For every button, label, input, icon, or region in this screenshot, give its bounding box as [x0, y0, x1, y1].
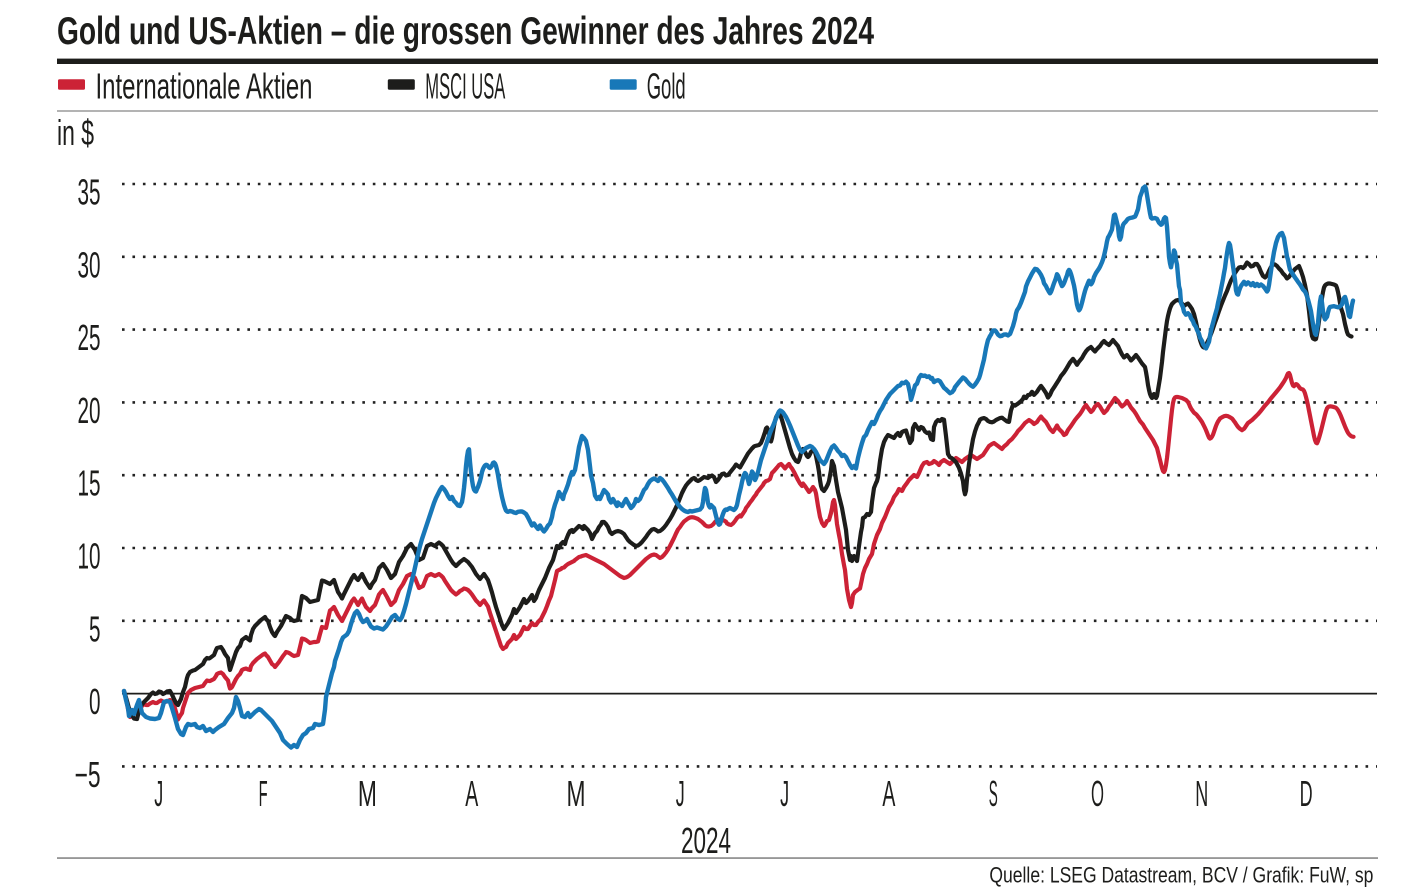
- svg-text:O: O: [1091, 773, 1104, 814]
- svg-text:D: D: [1300, 773, 1313, 814]
- svg-text:N: N: [1195, 773, 1208, 814]
- svg-text:in $: in $: [57, 112, 94, 153]
- svg-text:Gold: Gold: [647, 66, 686, 107]
- svg-text:30: 30: [78, 244, 101, 285]
- svg-text:10: 10: [78, 536, 101, 577]
- svg-text:Internationale Aktien: Internationale Aktien: [96, 66, 313, 107]
- svg-text:M: M: [358, 773, 377, 814]
- svg-text:J: J: [780, 773, 789, 814]
- svg-text:S: S: [989, 773, 998, 814]
- svg-text:2024: 2024: [681, 820, 731, 861]
- svg-text:F: F: [259, 773, 268, 814]
- svg-text:35: 35: [78, 172, 101, 213]
- svg-text:Quelle: LSEG Datastream, BCV /: Quelle: LSEG Datastream, BCV / Grafik: F…: [989, 863, 1373, 888]
- svg-text:0: 0: [89, 681, 101, 722]
- svg-text:MSCI USA: MSCI USA: [425, 66, 505, 107]
- svg-text:J: J: [676, 773, 685, 814]
- svg-text:M: M: [567, 773, 586, 814]
- svg-text:Gold und US-Aktien – die gross: Gold und US-Aktien – die grossen Gewinne…: [57, 10, 874, 53]
- svg-text:−5: −5: [75, 754, 101, 795]
- svg-text:20: 20: [78, 390, 101, 431]
- svg-text:25: 25: [78, 317, 101, 358]
- svg-text:A: A: [465, 773, 478, 814]
- svg-text:A: A: [882, 773, 895, 814]
- svg-text:J: J: [154, 773, 163, 814]
- svg-text:5: 5: [89, 608, 101, 649]
- svg-text:15: 15: [78, 463, 101, 504]
